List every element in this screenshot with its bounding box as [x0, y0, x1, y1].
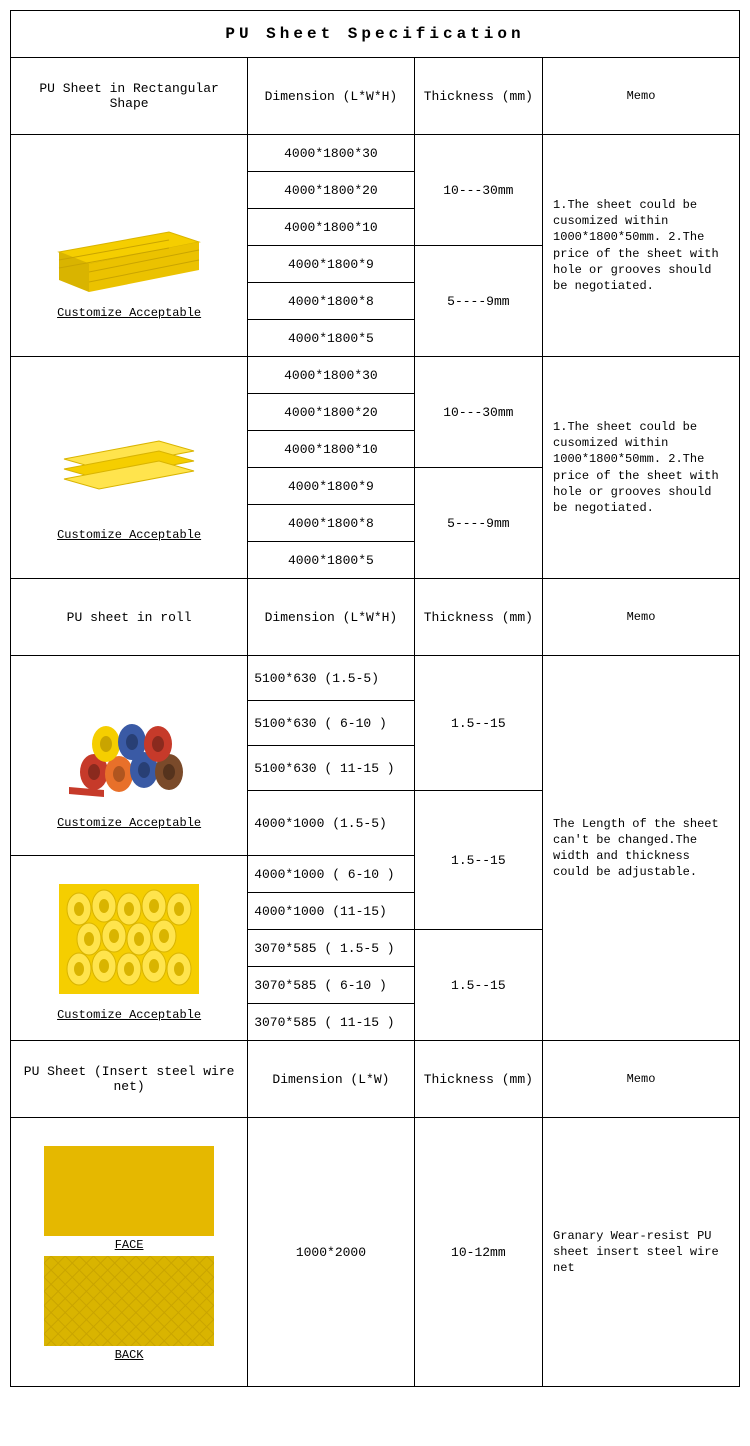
rect-header-thick: Thickness (mm)	[414, 58, 542, 135]
roll-dim-1: 5100*630 ( 6-10 )	[248, 701, 414, 746]
wire-product: FACE BACK	[11, 1118, 248, 1387]
roll-product-2: Customize Acceptable	[11, 856, 248, 1041]
roll-dim-2: 5100*630 ( 11-15 )	[248, 746, 414, 791]
rect1-memo: 1.The sheet could be cusomized within 10…	[543, 135, 740, 357]
rect-product-2: Customize Acceptable	[11, 357, 248, 579]
roll-dim-3: 4000*1000 (1.5-5)	[248, 791, 414, 856]
table-title: PU Sheet Specification	[11, 11, 740, 58]
wire-header-dim: Dimension (L*W)	[248, 1041, 414, 1118]
roll-thick-1: 1.5--15	[414, 656, 542, 791]
rect2-thick-1: 10---30mm	[414, 357, 542, 468]
roll-yellow-icon	[44, 874, 214, 1004]
rect-header-dim: Dimension (L*W*H)	[248, 58, 414, 135]
rect-caption-2: Customize Acceptable	[17, 524, 241, 542]
roll-header-thick: Thickness (mm)	[414, 579, 542, 656]
roll-header-dim: Dimension (L*W*H)	[248, 579, 414, 656]
rect1-dim-4: 4000*1800*8	[248, 283, 414, 320]
roll-caption-2: Customize Acceptable	[17, 1004, 241, 1022]
wire-thick: 10-12mm	[414, 1118, 542, 1387]
wire-back-label: BACK	[115, 1346, 144, 1362]
wire-dim: 1000*2000	[248, 1118, 414, 1387]
rect2-dim-2: 4000*1800*10	[248, 431, 414, 468]
rect1-dim-1: 4000*1800*20	[248, 172, 414, 209]
roll-multi-icon	[44, 682, 214, 812]
roll-dim-6: 3070*585 ( 1.5-5 )	[248, 930, 414, 967]
rect-header-product: PU Sheet in Rectangular Shape	[11, 58, 248, 135]
rect1-dim-5: 4000*1800*5	[248, 320, 414, 357]
rect1-thick-1: 10---30mm	[414, 135, 542, 246]
roll-header-memo: Memo	[543, 579, 740, 656]
wire-header-product: PU Sheet (Insert steel wire net)	[11, 1041, 248, 1118]
roll-dim-5: 4000*1000 (11-15)	[248, 893, 414, 930]
spec-table: PU Sheet Specification PU Sheet in Recta…	[10, 10, 740, 1387]
roll-dim-8: 3070*585 ( 11-15 )	[248, 1004, 414, 1041]
rect1-thick-2: 5----9mm	[414, 246, 542, 357]
roll-thick-2: 1.5--15	[414, 791, 542, 930]
rect-header-memo: Memo	[543, 58, 740, 135]
rect2-dim-0: 4000*1800*30	[248, 357, 414, 394]
roll-dim-4: 4000*1000 ( 6-10 )	[248, 856, 414, 893]
rect-caption-1: Customize Acceptable	[17, 302, 241, 320]
wire-header-thick: Thickness (mm)	[414, 1041, 542, 1118]
rect2-dim-5: 4000*1800*5	[248, 542, 414, 579]
roll-memo: The Length of the sheet can't be changed…	[543, 656, 740, 1041]
rect-thin-sheet-icon	[44, 394, 214, 524]
roll-thick-3: 1.5--15	[414, 930, 542, 1041]
rect2-dim-4: 4000*1800*8	[248, 505, 414, 542]
rect-board-icon	[44, 172, 214, 302]
roll-dim-7: 3070*585 ( 6-10 )	[248, 967, 414, 1004]
roll-dim-0: 5100*630 (1.5-5)	[248, 656, 414, 701]
rect1-dim-2: 4000*1800*10	[248, 209, 414, 246]
roll-caption-1: Customize Acceptable	[17, 812, 241, 830]
rect2-dim-3: 4000*1800*9	[248, 468, 414, 505]
wire-back-icon	[44, 1256, 214, 1346]
roll-product-1: Customize Acceptable	[11, 656, 248, 856]
roll-header-product: PU sheet in roll	[11, 579, 248, 656]
rect-product-1: Customize Acceptable	[11, 135, 248, 357]
rect2-thick-2: 5----9mm	[414, 468, 542, 579]
wire-face-icon	[44, 1146, 214, 1236]
rect1-dim-0: 4000*1800*30	[248, 135, 414, 172]
wire-header-memo: Memo	[543, 1041, 740, 1118]
rect2-memo: 1.The sheet could be cusomized within 10…	[543, 357, 740, 579]
wire-face-label: FACE	[115, 1236, 144, 1252]
wire-memo: Granary Wear-resist PU sheet insert stee…	[543, 1118, 740, 1387]
rect1-dim-3: 4000*1800*9	[248, 246, 414, 283]
rect2-dim-1: 4000*1800*20	[248, 394, 414, 431]
